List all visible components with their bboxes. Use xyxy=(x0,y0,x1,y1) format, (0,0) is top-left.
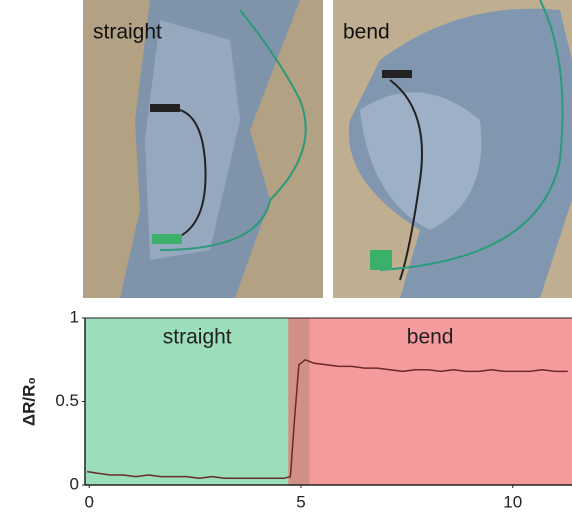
photo-label: bend xyxy=(343,21,390,44)
photo-straight: straight xyxy=(83,0,323,298)
y-axis-label: ΔR/R₀ xyxy=(19,377,38,426)
y-tick-label: 0.5 xyxy=(55,391,79,410)
y-tick-label: 1 xyxy=(70,307,79,326)
x-tick-label: 5 xyxy=(296,492,305,511)
x-tick-label: 10 xyxy=(503,492,522,511)
x-tick-label: 0 xyxy=(85,492,94,511)
region-label: bend xyxy=(407,326,454,349)
photo-label: straight xyxy=(93,21,162,44)
photo-bend: bend xyxy=(333,0,572,298)
region-label: straight xyxy=(163,326,232,349)
figure: straight bend straightbend00.510510ΔR/R₀ xyxy=(0,0,572,514)
y-tick-label: 0 xyxy=(70,474,79,493)
